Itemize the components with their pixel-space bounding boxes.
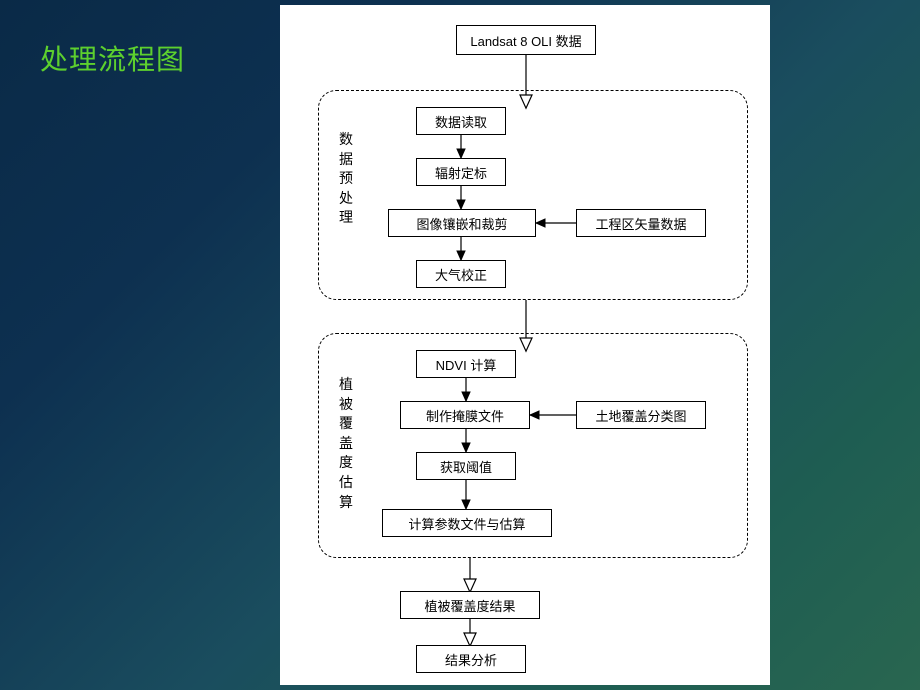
flowchart-node: 计算参数文件与估算 [382, 509, 552, 537]
flowchart-node: NDVI 计算 [416, 350, 516, 378]
flowchart-node: 工程区矢量数据 [576, 209, 706, 237]
flowchart-node: 数据读取 [416, 107, 506, 135]
group-label: 数据预处理 [338, 130, 354, 228]
flowchart-node: 获取阈值 [416, 452, 516, 480]
flowchart-node: 植被覆盖度结果 [400, 591, 540, 619]
flowchart-node: 辐射定标 [416, 158, 506, 186]
flowchart-node: 大气校正 [416, 260, 506, 288]
page-title: 处理流程图 [40, 38, 185, 78]
flowchart-node: 土地覆盖分类图 [576, 401, 706, 429]
flowchart-node: 制作掩膜文件 [400, 401, 530, 429]
flowchart-group [318, 90, 748, 300]
flowchart-node: 图像镶嵌和裁剪 [388, 209, 536, 237]
flowchart-node: Landsat 8 OLI 数据 [456, 25, 596, 55]
flowchart-panel: 数据预处理植被覆盖度估算 Landsat 8 OLI 数据数据读取辐射定标图像镶… [280, 5, 770, 685]
flowchart-node: 结果分析 [416, 645, 526, 673]
group-label: 植被覆盖度估算 [338, 375, 354, 512]
